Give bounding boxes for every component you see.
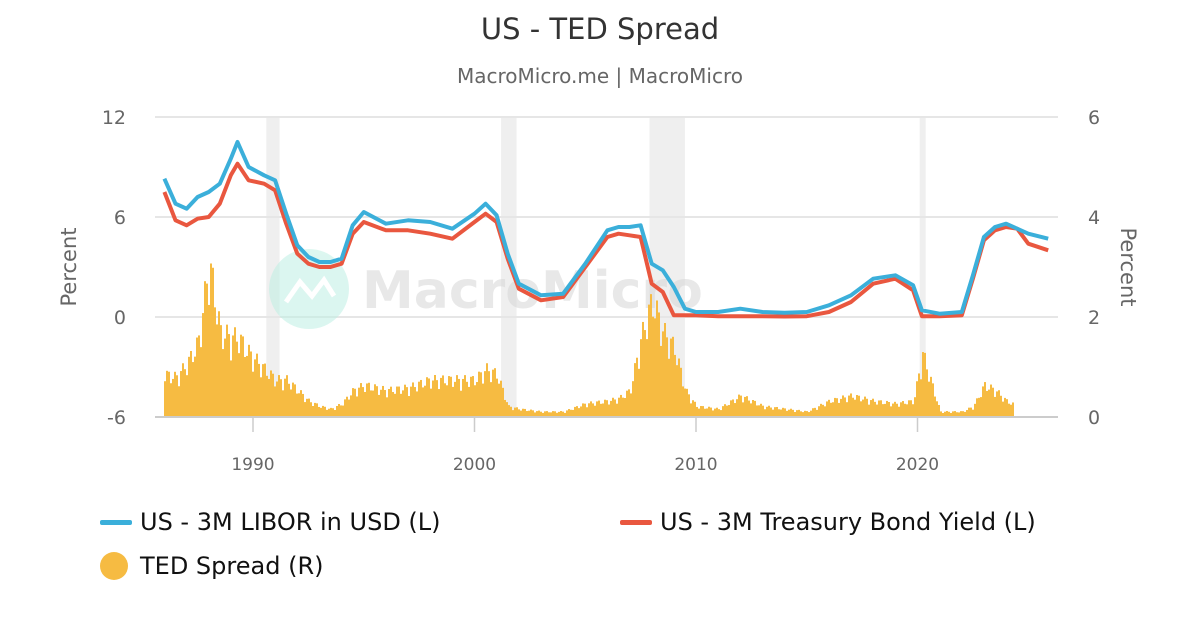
left-axis-label: Percent: [57, 227, 81, 306]
right-tick-label: 6: [1088, 107, 1100, 129]
recession-band: [919, 117, 926, 417]
legend-item-ted-spread[interactable]: TED Spread (R): [100, 552, 323, 580]
legend-label: TED Spread (R): [140, 552, 324, 580]
left-tick-label: 6: [114, 207, 126, 229]
right-tick-label: 4: [1088, 207, 1100, 229]
left-tick-label: 0: [114, 307, 126, 329]
watermark-chart-glyph-icon: [283, 275, 337, 304]
left-tick-label: -6: [107, 407, 126, 429]
x-axis-ticks: 1990 2000 2010 2020: [231, 417, 939, 475]
ted-spread-dot-swatch-icon: [100, 552, 128, 580]
right-axis-label: Percent: [1116, 227, 1140, 306]
x-tick-label: 2000: [453, 455, 496, 475]
x-tick-label: 2020: [896, 455, 939, 475]
left-axis-ticks: 12 6 0 -6: [102, 107, 126, 429]
ted-spread-bars: [155, 263, 1058, 418]
x-tick-label: 1990: [231, 455, 274, 475]
left-tick-label: 12: [102, 107, 126, 129]
treasury-line-swatch-icon: [620, 519, 652, 525]
legend-item-libor[interactable]: US - 3M LIBOR in USD (L): [100, 508, 441, 536]
right-axis-ticks: 6 4 2 0: [1088, 107, 1100, 429]
x-tick-label: 2010: [674, 455, 717, 475]
legend-item-treasury[interactable]: US - 3M Treasury Bond Yield (L): [620, 508, 1036, 536]
chart-subtitle: MacroMicro.me | MacroMicro: [457, 64, 743, 88]
libor-line-swatch-icon: [100, 519, 132, 525]
legend-label: US - 3M Treasury Bond Yield (L): [660, 508, 1036, 536]
libor-line: [162, 140, 1049, 316]
chart-title: US - TED Spread: [480, 12, 720, 46]
right-tick-label: 2: [1088, 307, 1100, 329]
legend-label: US - 3M LIBOR in USD (L): [140, 508, 441, 536]
right-tick-label: 0: [1088, 407, 1100, 429]
